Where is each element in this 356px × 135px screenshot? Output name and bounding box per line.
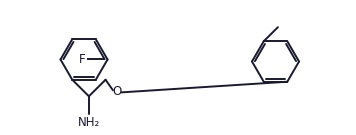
Text: F: F [79,53,85,66]
Text: NH₂: NH₂ [78,117,100,129]
Text: O: O [112,85,122,98]
